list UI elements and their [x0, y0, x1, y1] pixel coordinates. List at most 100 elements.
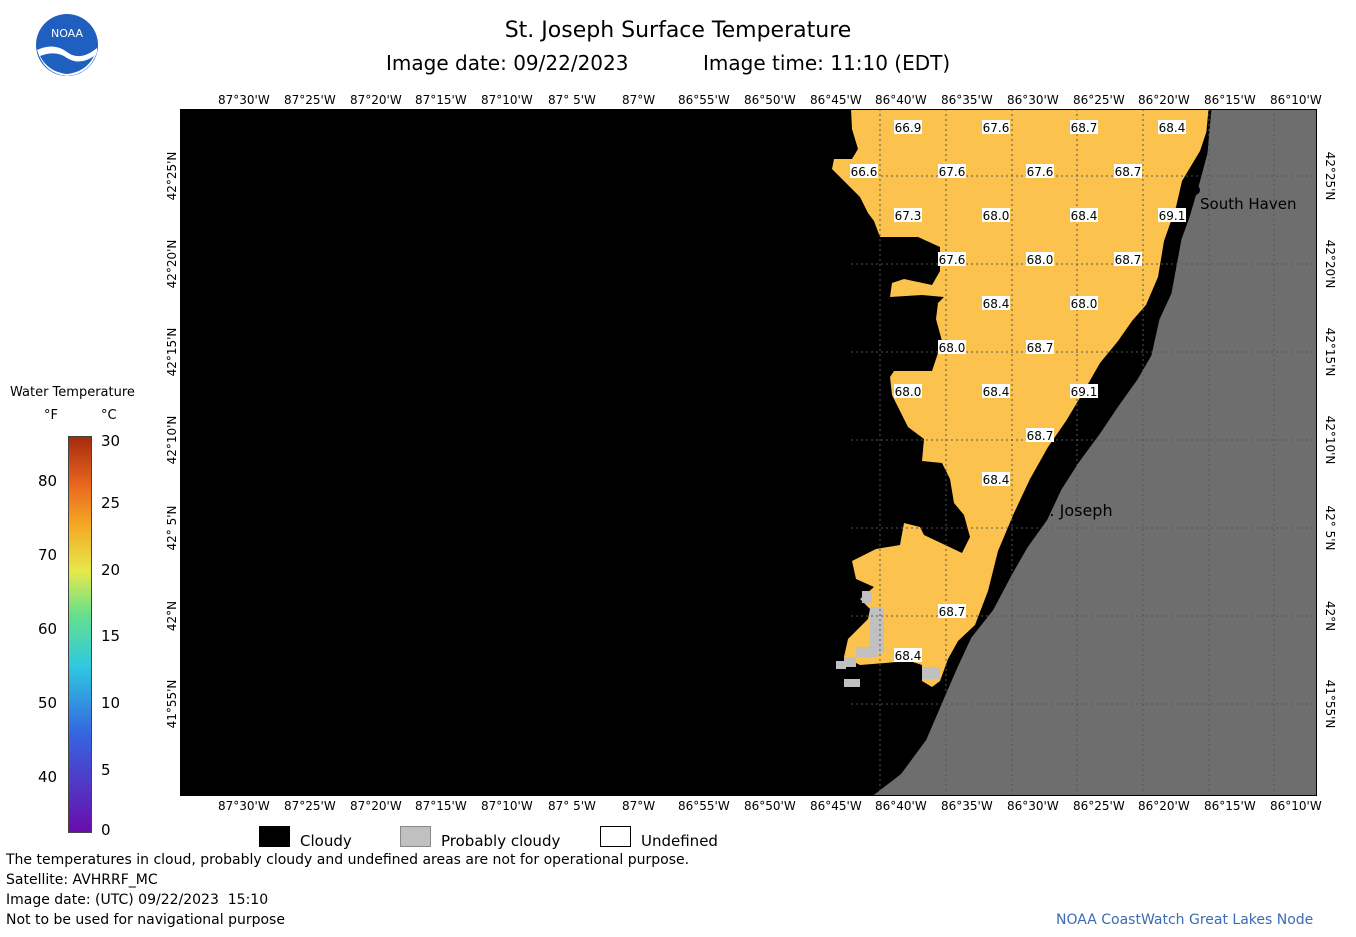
lat-label: 42°20'N — [1323, 239, 1337, 289]
lon-label: 86°35'W — [941, 93, 993, 107]
legend-color-bar — [68, 436, 92, 833]
temp-label: 67.6 — [983, 121, 1010, 135]
lat-label: 42°20'N — [165, 239, 179, 289]
temp-label: 67.6 — [939, 165, 966, 179]
temp-label: 68.0 — [939, 341, 966, 355]
lon-label: 87°20'W — [350, 799, 402, 813]
legend-c-tick: 15 — [101, 627, 121, 645]
temp-label: 68.0 — [983, 209, 1010, 223]
temp-label: 68.7 — [1027, 341, 1054, 355]
lat-label: 42°10'N — [1323, 415, 1337, 465]
lon-label: 86°30'W — [1007, 799, 1059, 813]
probably-cloudy-label: Probably cloudy — [441, 832, 561, 850]
lon-label: 86°25'W — [1073, 93, 1125, 107]
page-title: St. Joseph Surface Temperature — [504, 18, 852, 43]
legend-c-tick: 0 — [101, 821, 111, 839]
temp-label: 68.4 — [983, 473, 1010, 487]
st-joseph-label: St. Joseph — [1033, 501, 1113, 520]
lat-label: 41°55'N — [165, 679, 179, 729]
lon-label: 87°25'W — [284, 93, 336, 107]
credit-link[interactable]: NOAA CoastWatch Great Lakes Node — [1056, 912, 1314, 928]
lat-label: 42°10'N — [165, 415, 179, 465]
lon-label: 86°25'W — [1073, 799, 1125, 813]
temp-label: 67.3 — [895, 209, 922, 223]
map-frame — [180, 109, 1317, 796]
legend-title: Water Temperature — [10, 385, 135, 400]
temp-label: 68.4 — [983, 297, 1010, 311]
lat-label: 42°N — [1323, 600, 1337, 632]
legend-c-tick: 5 — [101, 761, 111, 779]
lat-label: 42°N — [165, 600, 179, 632]
coastline — [869, 109, 1212, 796]
lon-label: 86°35'W — [941, 799, 993, 813]
temp-label: 66.9 — [895, 121, 922, 135]
legend-c-tick: 10 — [101, 694, 121, 712]
temperature-map: South Haven St. Joseph 66.9 67.6 68.7 68… — [180, 109, 1317, 796]
temp-label: 68.7 — [1115, 253, 1142, 267]
lon-label: 86°10'W — [1270, 93, 1322, 107]
lon-label: 86°10'W — [1270, 799, 1322, 813]
cloudy-label: Cloudy — [300, 832, 352, 850]
lon-label: 87° 5'W — [548, 799, 596, 813]
temp-label: 68.4 — [1159, 121, 1186, 135]
temp-label: 68.7 — [1027, 429, 1054, 443]
temp-label: 68.7 — [939, 605, 966, 619]
lon-label: 87°20'W — [350, 93, 402, 107]
utc-date: Image date: (UTC) 09/22/2023 15:10 — [6, 892, 269, 908]
noaa-logo: NOAA — [36, 14, 98, 76]
probably-cloudy-swatch — [400, 826, 431, 847]
lon-label: 86°45'W — [810, 93, 862, 107]
legend-c-tick: 30 — [101, 432, 121, 450]
legend-c-tick: 25 — [101, 494, 121, 512]
lon-label: 87°30'W — [218, 93, 270, 107]
temp-label: 69.1 — [1071, 385, 1098, 399]
lat-label: 42° 5'N — [1323, 505, 1337, 551]
legend-unit-f: °F — [44, 408, 58, 423]
legend-f-tick: 60 — [38, 620, 58, 638]
image-date: Image date: 09/22/2023 — [386, 51, 629, 75]
undefined-label: Undefined — [641, 832, 718, 850]
south-haven-label: South Haven — [1200, 195, 1296, 213]
legend-unit-c: °C — [101, 408, 117, 423]
lat-label: 42°25'N — [1323, 151, 1337, 201]
lon-label: 86°50'W — [744, 93, 796, 107]
legend-f-tick: 80 — [38, 472, 58, 490]
lat-label: 42°15'N — [165, 327, 179, 377]
satellite-info: Satellite: AVHRRF_MC — [6, 872, 158, 888]
lat-label: 42° 5'N — [165, 505, 179, 551]
lon-label: 87°10'W — [481, 799, 533, 813]
lat-label: 41°55'N — [1323, 679, 1337, 729]
temp-label: 68.4 — [895, 649, 922, 663]
lon-label: 87°15'W — [415, 93, 467, 107]
legend-f-tick: 70 — [38, 546, 58, 564]
temp-label: 68.0 — [895, 385, 922, 399]
lat-label: 42°15'N — [1323, 327, 1337, 377]
cloudy-swatch — [259, 826, 290, 847]
lon-label: 87°25'W — [284, 799, 336, 813]
temp-label: 68.0 — [1027, 253, 1054, 267]
temp-label: 68.4 — [983, 385, 1010, 399]
lon-label: 86°40'W — [875, 799, 927, 813]
navigation-warning: Not to be used for navigational purpose — [6, 912, 285, 928]
south-haven-marker — [1190, 185, 1200, 195]
lon-label: 87°30'W — [218, 799, 270, 813]
lat-label: 42°25'N — [165, 151, 179, 201]
legend-f-tick: 40 — [38, 768, 58, 786]
legend-c-tick: 20 — [101, 561, 121, 579]
disclaimer: The temperatures in cloud, probably clou… — [6, 852, 690, 868]
lon-label: 87°W — [622, 93, 656, 107]
lon-label: 86°55'W — [678, 93, 730, 107]
temp-label: 67.6 — [939, 253, 966, 267]
temp-label: 68.7 — [1071, 121, 1098, 135]
lon-label: 86°15'W — [1204, 93, 1256, 107]
lon-label: 87°W — [622, 799, 656, 813]
temp-label: 67.6 — [1027, 165, 1054, 179]
temp-label: 66.6 — [851, 165, 878, 179]
temp-label: 68.0 — [1071, 297, 1098, 311]
lon-label: 86°30'W — [1007, 93, 1059, 107]
legend-f-tick: 50 — [38, 694, 58, 712]
image-time: Image time: 11:10 (EDT) — [703, 51, 951, 75]
lon-label: 86°20'W — [1138, 93, 1190, 107]
lon-label: 86°40'W — [875, 93, 927, 107]
temp-label: 68.7 — [1115, 165, 1142, 179]
